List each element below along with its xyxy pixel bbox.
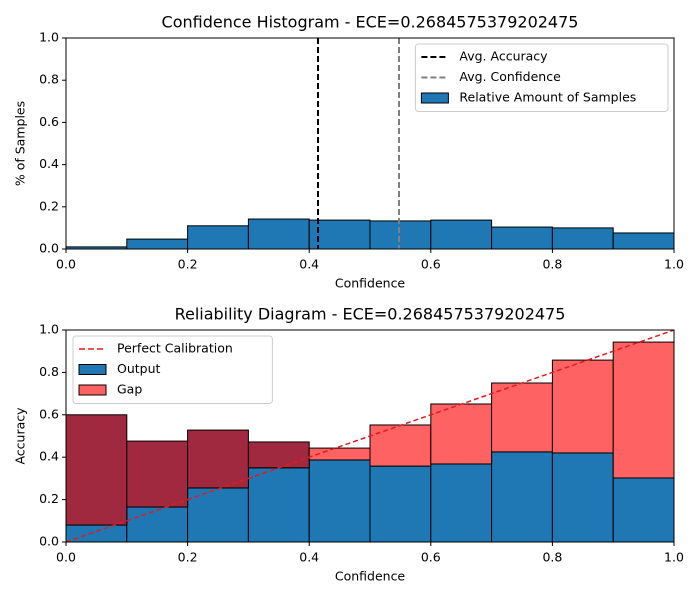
y-tick-label: 1.0 [39, 30, 59, 45]
x-tick-label: 0.0 [56, 257, 76, 272]
legend-label: Perfect Calibration [117, 341, 233, 356]
bar [551, 452, 614, 543]
x-tick-label: 0.8 [542, 257, 562, 272]
bar [491, 451, 553, 543]
x-axis-label: Confidence [335, 569, 406, 584]
legend-swatch [78, 384, 107, 396]
bar [187, 429, 249, 489]
chart-title: Confidence Histogram - ECE=0.26845753792… [162, 13, 579, 32]
bar [308, 219, 371, 250]
x-tick-label: 0.6 [421, 550, 441, 565]
x-tick-label: 1.0 [664, 257, 684, 272]
y-tick-label: 0.4 [39, 156, 59, 171]
legend-label: Relative Amount of Samples [459, 90, 636, 105]
y-tick-label: 0.4 [39, 449, 59, 464]
y-tick-label: 0.2 [39, 198, 59, 213]
bar [551, 359, 614, 454]
y-tick-label: 0.2 [39, 491, 59, 506]
legend-label: Gap [117, 382, 142, 397]
legend-swatch [420, 92, 449, 104]
bar [308, 459, 371, 543]
bar [369, 220, 432, 250]
x-tick-label: 1.0 [664, 550, 684, 565]
bar [65, 414, 128, 526]
bar [430, 403, 493, 465]
y-tick-label: 0.8 [39, 364, 59, 379]
legend-label: Avg. Confidence [459, 69, 561, 84]
bar [126, 506, 189, 543]
bar [369, 465, 432, 543]
x-axis-label: Confidence [335, 276, 406, 291]
bar [491, 226, 553, 250]
bar [187, 225, 249, 250]
x-tick-label: 0.4 [299, 257, 319, 272]
legend-label: Avg. Accuracy [459, 49, 548, 64]
bar [247, 441, 310, 469]
bar [612, 341, 675, 479]
bar [430, 219, 493, 250]
axes-frame [65, 329, 675, 543]
bar [491, 382, 553, 453]
legend-swatch [78, 364, 107, 375]
bar [369, 424, 432, 467]
x-tick-label: 0.0 [56, 550, 76, 565]
y-tick-label: 0.6 [39, 406, 59, 421]
bar [247, 218, 310, 250]
x-tick-label: 0.8 [542, 550, 562, 565]
chart-title: Reliability Diagram - ECE=0.268457537920… [175, 305, 566, 324]
bar [126, 238, 189, 250]
legend-label: Output [117, 361, 161, 376]
bar [612, 232, 675, 250]
x-tick-label: 0.2 [178, 257, 198, 272]
x-tick-label: 0.2 [178, 550, 198, 565]
bar [612, 477, 675, 543]
y-tick-label: 0.8 [39, 72, 59, 87]
y-tick-label: 0.0 [39, 241, 59, 256]
y-tick-label: 0.6 [39, 114, 59, 129]
legend-box [414, 43, 669, 112]
y-axis-label: % of Samples [13, 101, 28, 186]
bar [247, 467, 310, 543]
y-tick-label: 1.0 [39, 322, 59, 337]
axes-frame [65, 37, 675, 250]
bar [430, 463, 493, 543]
y-axis-label: Accuracy [13, 407, 28, 465]
legend-box [72, 335, 273, 404]
bar [551, 227, 614, 250]
bar [187, 487, 249, 543]
line [65, 329, 675, 543]
y-tick-label: 0.0 [39, 534, 59, 549]
x-tick-label: 0.4 [299, 550, 319, 565]
bar [126, 440, 189, 508]
x-tick-label: 0.6 [421, 257, 441, 272]
